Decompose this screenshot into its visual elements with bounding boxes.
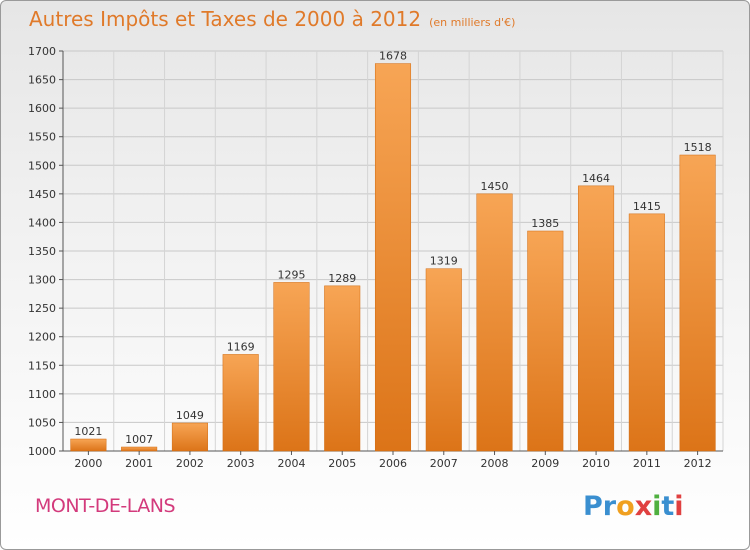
y-tick-label: 1500 (28, 159, 56, 172)
data-label: 1464 (582, 172, 610, 185)
bar (222, 354, 259, 452)
y-tick-label: 1600 (28, 102, 56, 115)
x-tick-label: 2007 (430, 457, 458, 470)
bar (527, 230, 564, 452)
bar (578, 185, 615, 452)
x-tick-label: 2003 (227, 457, 255, 470)
logo-letter: i (652, 491, 662, 522)
logo-letter: x (634, 491, 653, 522)
x-tick-label: 2002 (176, 457, 204, 470)
data-label: 1678 (379, 50, 407, 63)
x-tick-label: 2009 (531, 457, 559, 470)
x-tick-label: 2006 (379, 457, 407, 470)
data-label: 1450 (481, 180, 509, 193)
y-tick-label: 1400 (28, 216, 56, 229)
data-label: 1049 (176, 409, 204, 422)
bar (70, 438, 107, 452)
bar (121, 446, 158, 452)
logo-letter: o (616, 491, 635, 522)
data-label: 1295 (277, 268, 305, 281)
x-tick-label: 2005 (328, 457, 356, 470)
bar (679, 154, 716, 452)
x-tick-label: 2008 (481, 457, 509, 470)
logo-letter: i (674, 491, 684, 522)
y-tick-label: 1650 (28, 74, 56, 87)
y-tick-label: 1050 (28, 416, 56, 429)
x-tick-label: 2010 (582, 457, 610, 470)
x-tick-label: 2012 (684, 457, 712, 470)
data-label: 1319 (430, 255, 458, 268)
location-label: MONT-DE-LANS (35, 495, 176, 517)
proxiti-logo: Proxiti (583, 491, 684, 522)
bar (324, 285, 361, 452)
bar (273, 282, 310, 452)
y-tick-label: 1150 (28, 359, 56, 372)
bar (374, 63, 412, 452)
data-label: 1021 (74, 425, 102, 438)
data-label: 1518 (684, 141, 712, 154)
y-tick-label: 1450 (28, 188, 56, 201)
data-label: 1289 (328, 272, 356, 285)
y-tick-label: 1350 (28, 245, 56, 258)
x-tick-label: 2000 (74, 457, 102, 470)
logo-letter: r (602, 491, 617, 522)
bar (171, 422, 208, 452)
logo-letter: t (661, 491, 675, 522)
bar (628, 213, 665, 452)
y-tick-label: 1700 (28, 45, 56, 58)
chart-title: Autres Impôts et Taxes de 2000 à 2012 (en… (29, 7, 515, 31)
bar (476, 193, 513, 452)
title-text: Autres Impôts et Taxes de 2000 à 2012 (29, 7, 422, 31)
title-unit: (en milliers d'€) (429, 16, 516, 29)
y-tick-label: 1100 (28, 388, 56, 401)
x-tick-label: 2011 (633, 457, 661, 470)
y-tick-label: 1000 (28, 445, 56, 458)
data-label: 1169 (227, 340, 255, 353)
logo-letter: P (583, 491, 603, 522)
data-label: 1007 (125, 433, 153, 446)
bar (425, 268, 462, 452)
data-label: 1385 (531, 217, 559, 230)
x-tick-label: 2001 (125, 457, 153, 470)
y-tick-label: 1550 (28, 131, 56, 144)
x-tick-label: 2004 (277, 457, 305, 470)
y-tick-label: 1250 (28, 302, 56, 315)
y-tick-label: 1300 (28, 274, 56, 287)
data-label: 1415 (633, 200, 661, 213)
y-tick-label: 1200 (28, 331, 56, 344)
